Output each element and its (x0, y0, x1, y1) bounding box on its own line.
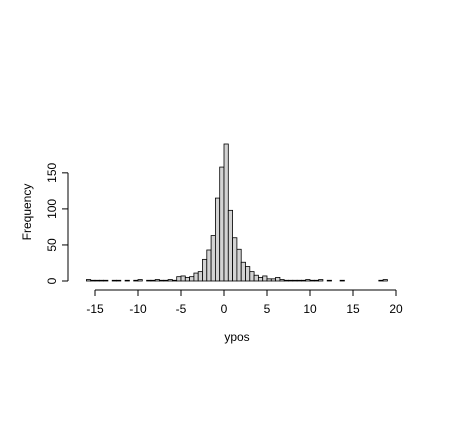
x-axis: -15 -10 -5 0 5 10 15 20 (86, 289, 403, 316)
histogram-bar (90, 279, 96, 282)
histogram-bar (167, 279, 173, 282)
histogram-bar (232, 237, 238, 282)
histogram-bar (180, 275, 186, 282)
histogram-bar (206, 249, 212, 282)
histogram-bar (227, 209, 234, 282)
histogram-bar (309, 279, 315, 282)
histogram-bar (116, 279, 122, 282)
x-tick-label: 20 (389, 302, 403, 316)
histogram-bar (292, 279, 298, 282)
histogram-bar (262, 275, 268, 282)
y-axis-label: Frequency (20, 184, 34, 241)
histogram-bar (378, 279, 384, 282)
histogram-bar (236, 248, 242, 282)
histogram-bar (249, 271, 255, 282)
x-tick-label: 5 (264, 302, 271, 316)
histogram-bar (283, 279, 289, 282)
histogram-bar (245, 266, 251, 282)
histogram-bar (176, 276, 182, 282)
histogram-bar (98, 279, 105, 282)
y-tick-label: 0 (45, 277, 59, 284)
histogram-bar (150, 279, 156, 282)
y-tick-label: 100 (45, 199, 59, 219)
x-tick-label: 15 (346, 302, 360, 316)
histogram-bar (318, 279, 324, 282)
histogram-bar (296, 279, 302, 282)
y-axis: 0 50 100 150 (45, 163, 69, 284)
histogram-bar (240, 261, 246, 282)
x-axis-label: ypos (224, 330, 249, 344)
histogram-bar (159, 279, 165, 282)
histogram-bar (253, 274, 259, 282)
histogram-bar (137, 279, 143, 282)
histogram-bar (202, 258, 208, 282)
histogram-bar (103, 279, 109, 282)
x-tick-label: -5 (176, 302, 187, 316)
x-tick-label: 0 (221, 302, 228, 316)
histogram-bar (171, 279, 178, 282)
histogram-bar (189, 276, 195, 282)
histogram-bar (313, 279, 319, 282)
x-tick-label: -15 (86, 302, 104, 316)
histogram-bars (86, 143, 388, 282)
histogram-bar (275, 276, 281, 282)
histogram-bar (163, 279, 169, 282)
histogram-bar (339, 279, 345, 282)
x-tick-label: -10 (129, 302, 147, 316)
histogram-bar (111, 279, 117, 282)
histogram-bar (214, 197, 221, 282)
histogram-bar (266, 278, 272, 282)
histogram-bar (305, 279, 311, 282)
histogram-bar (300, 279, 307, 282)
y-tick-label: 50 (45, 238, 59, 252)
histogram-bar (124, 279, 130, 282)
histogram-bar (288, 279, 294, 282)
histogram-bar (279, 279, 285, 282)
histogram-bar (146, 279, 152, 282)
histogram-bar (270, 278, 276, 282)
x-tick-label: 10 (303, 302, 317, 316)
histogram-bar (210, 235, 216, 282)
histogram-bar (223, 143, 229, 282)
histogram-bar (154, 279, 160, 282)
histogram-bar (326, 279, 332, 282)
histogram-bar (197, 271, 203, 282)
histogram-bar (257, 276, 264, 282)
histogram-bar (219, 166, 225, 282)
histogram-bar (184, 276, 191, 282)
histogram-bar (86, 279, 92, 282)
histogram-bar (133, 279, 139, 282)
histogram-bar (94, 279, 100, 282)
histogram-bar (382, 279, 388, 282)
histogram-bar (193, 272, 199, 282)
y-tick-label: 150 (45, 163, 59, 183)
